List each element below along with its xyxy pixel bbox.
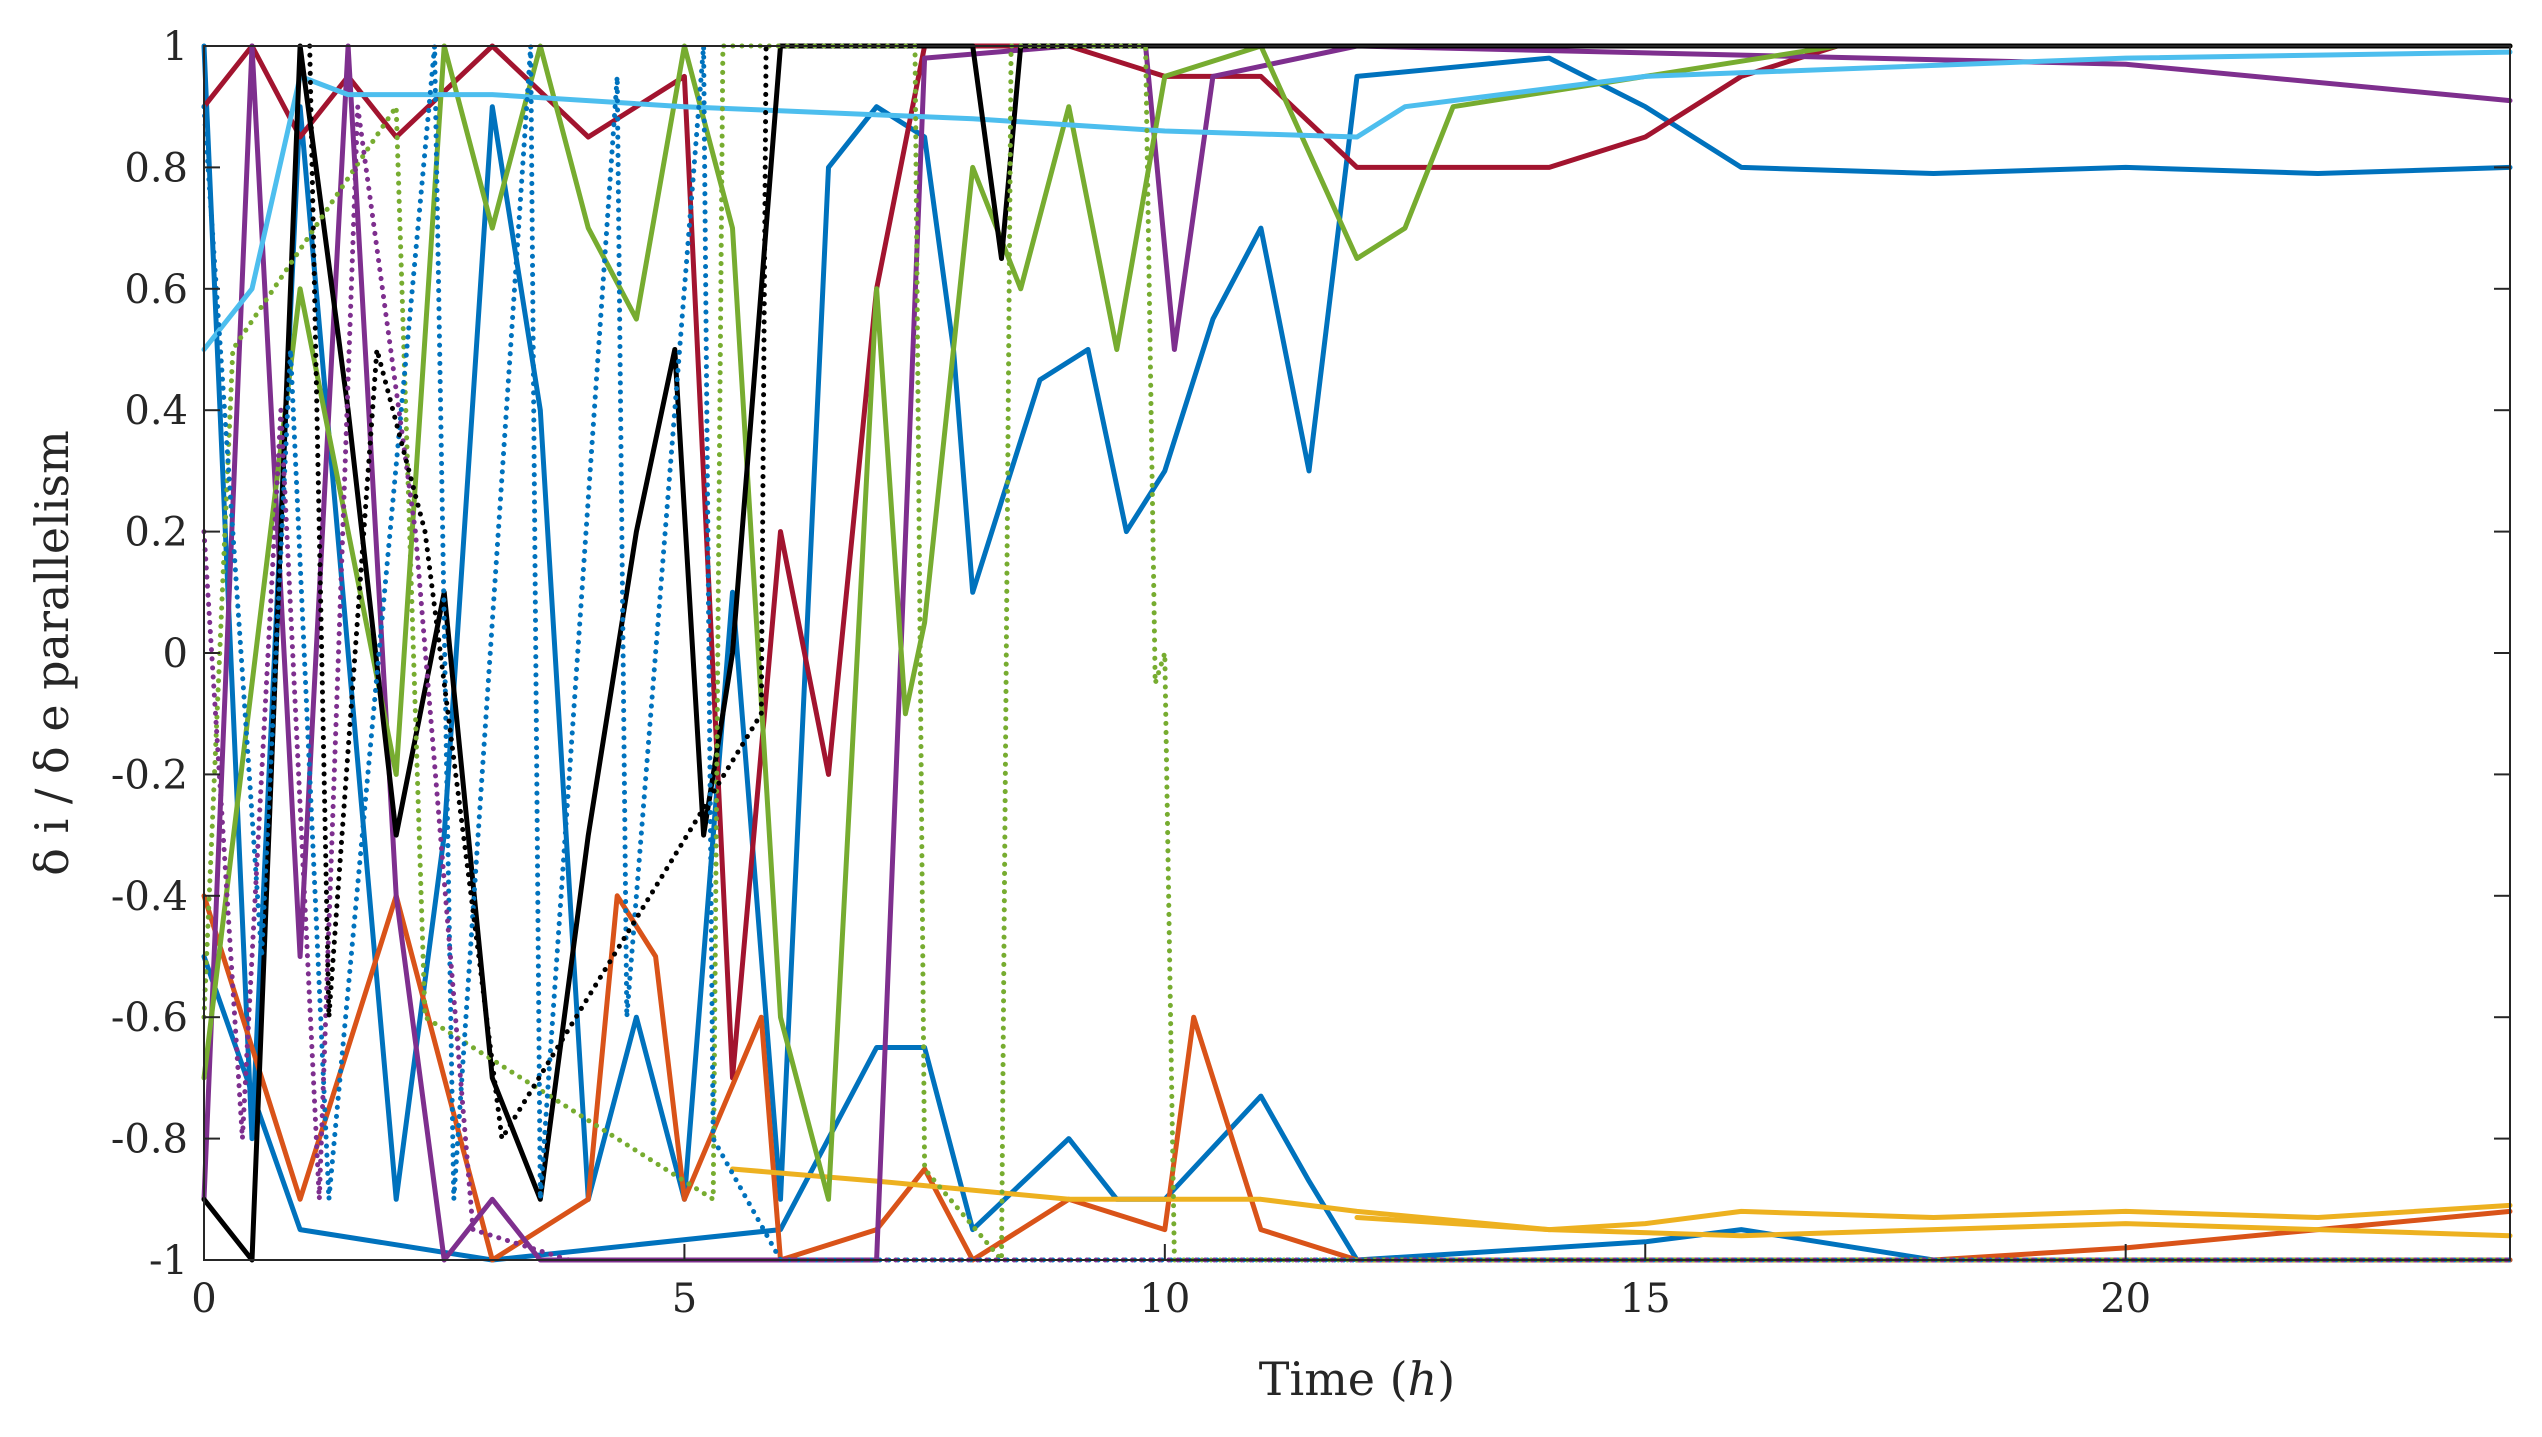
series-line-yellow-2 (1354, 1215, 2513, 1239)
plot-area (201, 43, 2513, 1263)
x-tick-label: 20 (2100, 1276, 2151, 1322)
series-line-purple-dotted (201, 104, 2513, 1263)
x-tick-label: 5 (672, 1276, 697, 1322)
y-tick-label: -0.4 (111, 874, 188, 920)
y-tick-label: 0.4 (124, 388, 188, 434)
x-axis-label: Time (h) (1259, 1352, 1455, 1406)
x-tick-label: 15 (1620, 1276, 1671, 1322)
y-tick-label: 0.2 (124, 510, 188, 556)
y-tick-label: 1 (163, 24, 188, 70)
series-line-green (201, 43, 2513, 1202)
y-tick-label: -0.8 (111, 1117, 188, 1163)
y-tick-label: 0.8 (124, 145, 188, 191)
series-line-blue-1 (201, 43, 2513, 1202)
x-tick-label: 0 (191, 1276, 216, 1322)
x-axis-label-close: ) (1437, 1352, 1455, 1406)
y-tick-label: 0.6 (124, 267, 188, 313)
series-line-green-dotted (201, 43, 2513, 1263)
y-axis-label: δ i / δ e parallelism (25, 430, 79, 876)
series-line-blue-dotted (201, 43, 2513, 1263)
series-line-yellow-1 (730, 1166, 2513, 1233)
x-axis-label-text: Time ( (1259, 1352, 1408, 1406)
series-line-red (201, 43, 2513, 1081)
series-line-black (201, 43, 2513, 1263)
y-tick-label: 0 (163, 631, 188, 677)
axis-ticks: 0 5 10 15 20 -1 -0.8 -0.6 -0.4 -0.2 0 0.2 0.4 0.6 0.8 1 (111, 24, 2510, 1322)
y-tick-label: -0.6 (111, 995, 188, 1041)
series-line-black-dotted (307, 43, 769, 1142)
y-tick-label: -0.2 (111, 752, 188, 798)
x-tick-label: 10 (1139, 1276, 1190, 1322)
y-tick-label: -1 (149, 1238, 188, 1284)
series-line-orange-1 (201, 893, 2513, 1263)
x-axis-label-var: h (1408, 1352, 1438, 1406)
